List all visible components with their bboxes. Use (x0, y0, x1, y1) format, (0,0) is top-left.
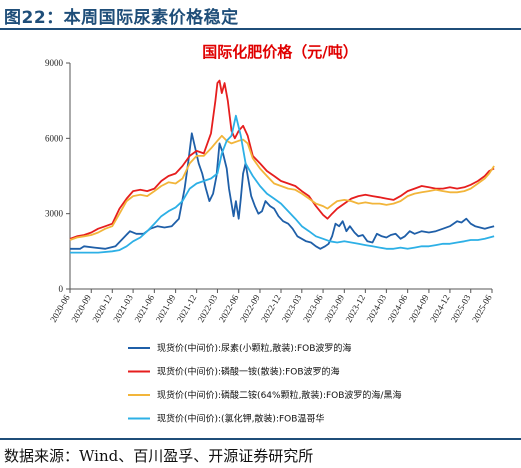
chart-title: 国际化肥价格（元/吨） (202, 43, 357, 61)
series-line-3 (69, 134, 495, 241)
chart-legend: 现货价(中间价):尿素(小颗粒,散装):FOB波罗的海现货价(中间价):磷酸一铵… (128, 342, 401, 425)
figure-source: 数据来源：Wind、百川盈孚、开源证券研究所 (4, 447, 314, 465)
y-tick-label: 3000 (45, 209, 64, 219)
legend-label-1: 现货价(中间价):尿素(小颗粒,散装):FOB波罗的海 (157, 342, 351, 354)
legend-label-3: 现货价(中间价):磷酸二铵(64%颗粒,散装):FOB波罗的海/黑海 (157, 389, 401, 401)
figure-footer: 数据来源：Wind、百川盈孚、开源证券研究所 (0, 438, 521, 468)
y-tick-label: 9000 (45, 58, 64, 68)
series-line-1 (70, 132, 495, 250)
figure-header: 图22：本周国际尿素价格稳定 (0, 0, 521, 30)
legend-label-2: 现货价(中间价):磷酸一铵(散装):FOB波罗的海 (157, 366, 340, 378)
x-tick-label: 2025-06 (470, 293, 494, 324)
figure-title: 图22：本周国际尿素价格稳定 (4, 8, 239, 28)
chart-series-lines (69, 79, 495, 254)
legend-label-4: 现货价(中间价):(氯化钾,散装):FOB温哥华 (157, 413, 324, 425)
y-tick-label: 6000 (45, 133, 64, 143)
y-tick-label: 0 (59, 284, 64, 294)
chart-container: 国际化肥价格（元/吨） 0 3000 6000 9000 2020-06 2020-09 2… (0, 30, 521, 438)
series-line-2 (69, 79, 495, 240)
line-chart: 国际化肥价格（元/吨） 03000600090002020-062020-092… (45, 43, 495, 425)
series-line-4 (70, 114, 495, 254)
